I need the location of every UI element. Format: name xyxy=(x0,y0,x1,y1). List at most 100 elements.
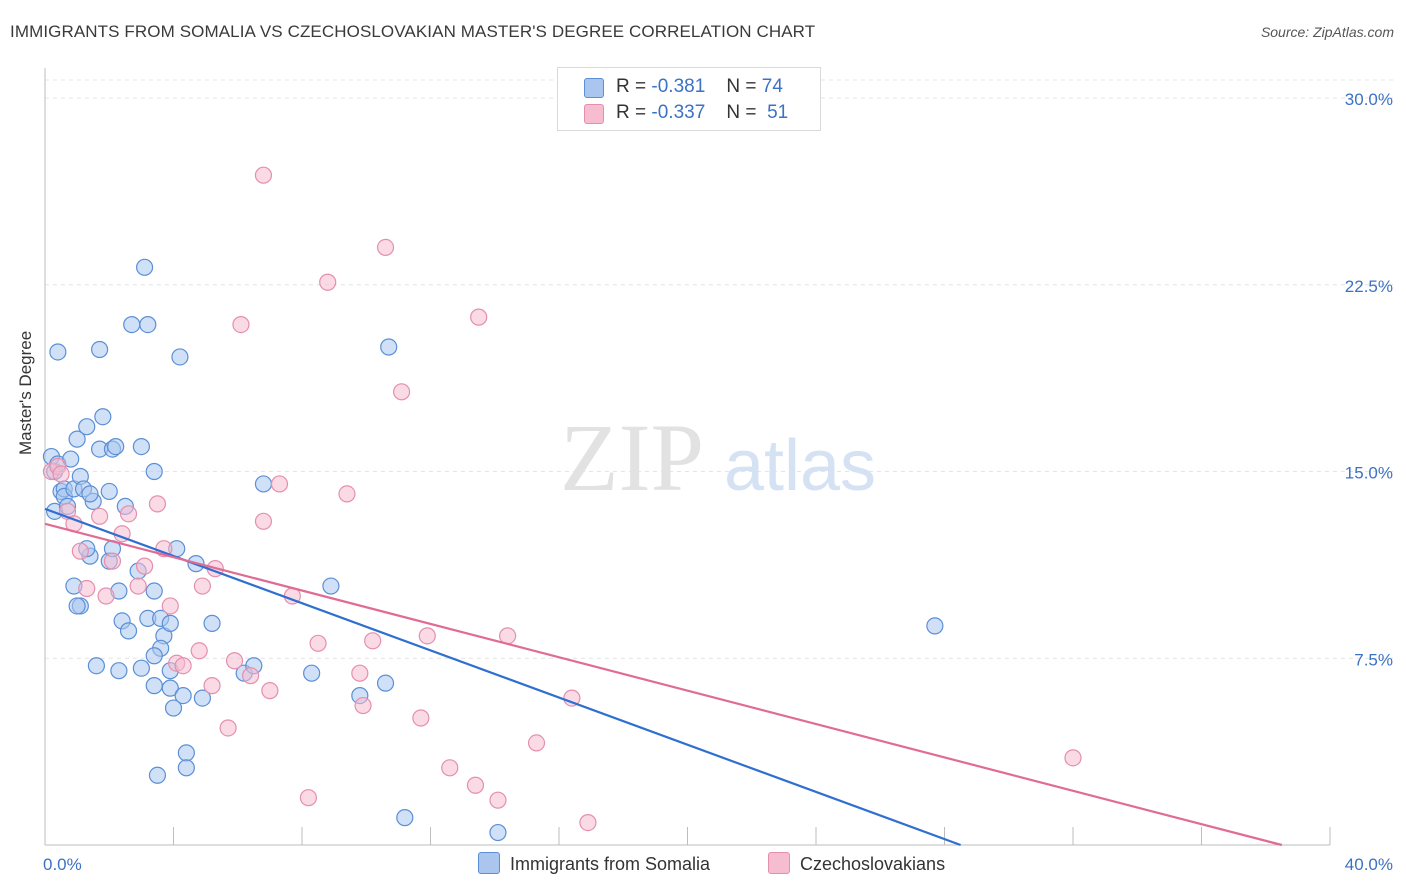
point-czechoslovakians xyxy=(103,552,122,570)
point-czechoslovakians xyxy=(489,791,507,809)
point-czechoslovakians xyxy=(78,579,96,598)
point-somalia xyxy=(100,482,118,501)
point-somalia xyxy=(171,348,189,366)
point-czechoslovakians xyxy=(351,664,369,682)
point-czechoslovakians xyxy=(299,789,318,807)
point-czechoslovakians xyxy=(364,632,382,650)
x-tick-label: 0.0% xyxy=(43,855,82,874)
point-czechoslovakians xyxy=(470,308,488,326)
bottom-legend-somalia: Immigrants from Somalia xyxy=(478,852,710,875)
point-somalia xyxy=(177,759,195,777)
point-somalia xyxy=(164,699,183,717)
bottom-legend-swatch xyxy=(478,852,500,874)
point-czechoslovakians xyxy=(354,696,372,715)
point-czechoslovakians xyxy=(418,627,436,645)
point-czechoslovakians xyxy=(161,597,179,615)
point-czechoslovakians xyxy=(254,166,273,184)
y-tick-label: 22.5% xyxy=(1345,277,1393,296)
point-somalia xyxy=(145,677,163,695)
point-czechoslovakians xyxy=(441,759,459,777)
point-czechoslovakians xyxy=(135,557,154,575)
legend-swatch-czechoslovakians xyxy=(584,104,604,124)
point-somalia xyxy=(62,450,80,468)
point-somalia xyxy=(81,485,99,503)
point-somalia xyxy=(49,343,67,361)
point-czechoslovakians xyxy=(466,776,485,794)
point-somalia xyxy=(87,657,106,675)
point-somalia xyxy=(94,408,112,426)
chart-title: IMMIGRANTS FROM SOMALIA VS CZECHOSLOVAKI… xyxy=(10,22,816,41)
point-czechoslovakians xyxy=(319,273,337,291)
point-czechoslovakians xyxy=(225,652,244,670)
bottom-legend-label: Czechoslovakians xyxy=(800,854,946,874)
point-czechoslovakians xyxy=(254,512,273,530)
point-somalia xyxy=(303,664,321,682)
legend-n-value: 74 xyxy=(761,76,783,97)
point-somalia xyxy=(396,809,414,827)
bottom-legend-label: Immigrants from Somalia xyxy=(510,854,711,874)
point-czechoslovakians xyxy=(309,634,327,652)
point-czechoslovakians xyxy=(270,475,289,493)
point-czechoslovakians xyxy=(119,505,138,523)
point-somalia xyxy=(68,597,86,615)
point-somalia xyxy=(78,418,96,436)
point-somalia xyxy=(322,577,340,595)
legend-r-value: -0.337 xyxy=(651,102,706,123)
point-somalia xyxy=(254,475,273,493)
point-somalia xyxy=(145,582,163,600)
point-czechoslovakians xyxy=(148,495,167,513)
point-czechoslovakians xyxy=(261,682,279,700)
watermark-atlas: atlas xyxy=(724,426,876,506)
point-somalia xyxy=(193,689,212,707)
point-czechoslovakians xyxy=(579,813,597,832)
point-czechoslovakians xyxy=(91,507,109,525)
point-somalia xyxy=(119,622,138,640)
trend-lines xyxy=(44,507,1283,847)
point-czechoslovakians xyxy=(527,734,546,752)
bottom-legend-czechoslovakians: Czechoslovakians xyxy=(768,852,945,875)
point-somalia xyxy=(135,258,154,276)
point-somalia xyxy=(68,430,86,448)
point-somalia xyxy=(123,315,141,334)
point-somalia xyxy=(139,315,157,334)
point-czechoslovakians xyxy=(376,238,395,256)
point-czechoslovakians xyxy=(1064,749,1082,767)
point-czechoslovakians xyxy=(52,465,70,483)
x-tick-label: 40.0% xyxy=(1345,855,1393,874)
point-czechoslovakians xyxy=(174,657,192,675)
point-czechoslovakians xyxy=(97,587,115,605)
stats-legend: R = -0.381 N = 74 R = -0.337 N = 51 xyxy=(557,67,821,131)
legend-r-label: R = xyxy=(616,76,647,97)
point-czechoslovakians xyxy=(219,719,237,737)
point-czechoslovakians xyxy=(129,577,147,595)
point-czechoslovakians xyxy=(71,542,89,560)
point-czechoslovakians xyxy=(563,689,581,707)
legend-n-value: 51 xyxy=(767,102,789,123)
y-tick-label: 7.5% xyxy=(1354,650,1393,669)
point-somalia xyxy=(132,659,150,677)
point-czechoslovakians xyxy=(392,383,411,401)
point-somalia xyxy=(177,744,195,762)
point-somalia xyxy=(145,462,163,481)
point-czechoslovakians xyxy=(190,642,208,660)
point-somalia xyxy=(145,647,163,665)
point-somalia xyxy=(380,338,398,356)
point-somalia xyxy=(174,686,192,705)
trend-line-czechoslovakians xyxy=(44,522,1283,847)
bottom-legend-swatch xyxy=(768,852,790,874)
y-axis-label: Master's Degree xyxy=(16,330,35,455)
legend-swatch-somalia xyxy=(584,78,604,98)
point-czechoslovakians xyxy=(338,485,356,503)
scatter-points xyxy=(42,166,1082,842)
point-czechoslovakians xyxy=(203,677,221,695)
point-somalia xyxy=(91,340,109,359)
point-somalia xyxy=(489,823,507,842)
chart-source: Source: ZipAtlas.com xyxy=(1260,24,1394,40)
point-somalia xyxy=(376,674,395,692)
legend-r-label: R = xyxy=(616,102,647,123)
point-czechoslovakians xyxy=(412,709,430,727)
watermark-zip: ZIP xyxy=(560,404,704,511)
y-tick-label: 15.0% xyxy=(1345,464,1393,483)
point-czechoslovakians xyxy=(232,315,250,334)
